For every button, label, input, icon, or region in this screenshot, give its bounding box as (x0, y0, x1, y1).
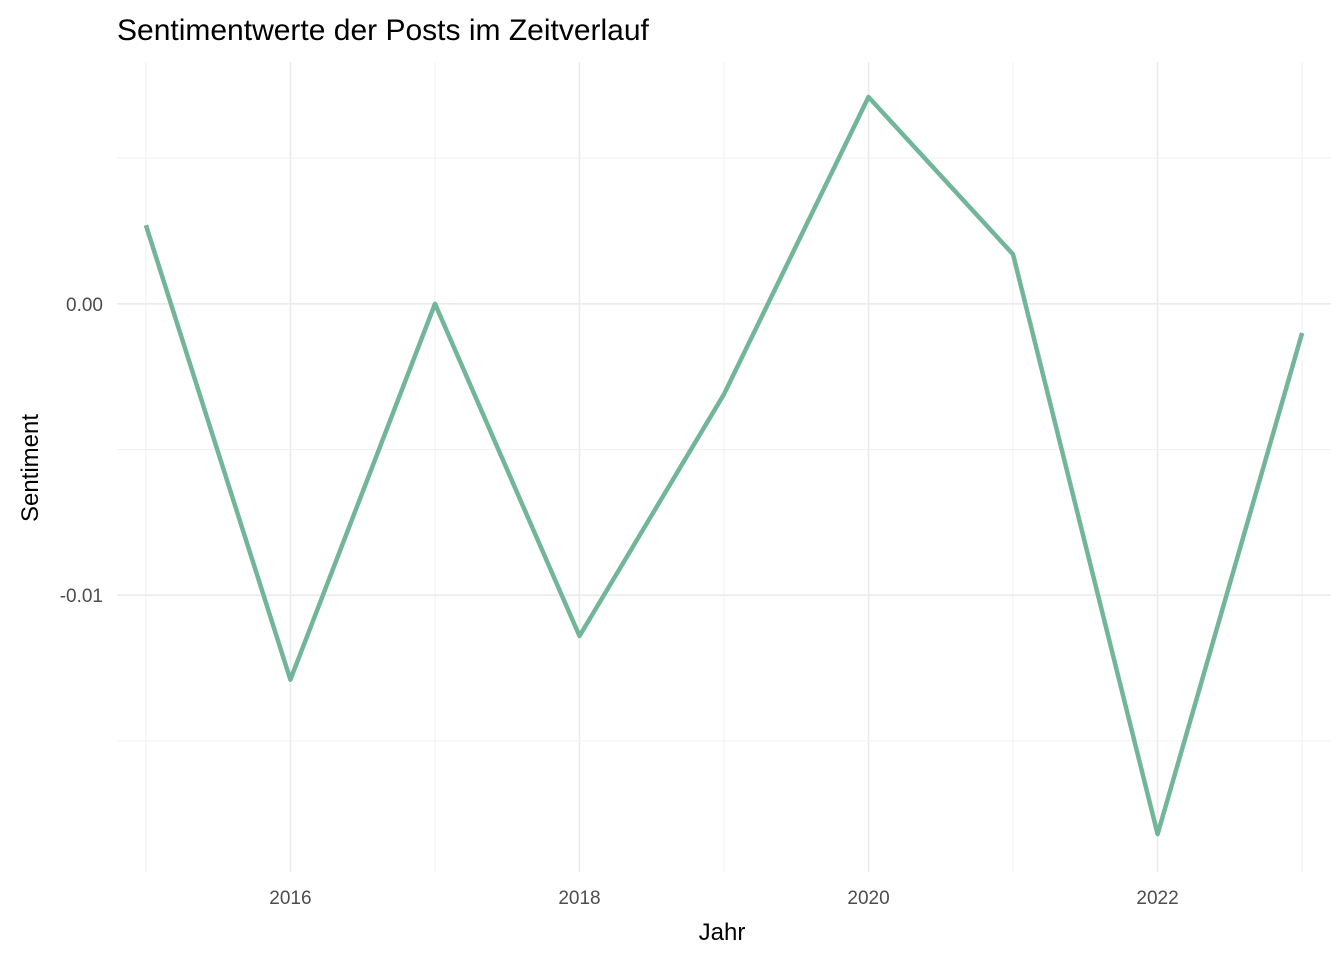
x-tick-label: 2016 (269, 888, 311, 909)
y-axis-ticks: 0.00 -0.01 (60, 295, 103, 607)
grid (117, 62, 1331, 872)
series-line (143, 94, 1305, 837)
series-line-group (143, 94, 1305, 837)
x-tick-label: 2018 (558, 888, 600, 909)
y-axis-title: Sentiment (17, 414, 44, 522)
y-tick-label: -0.01 (60, 586, 103, 607)
x-axis-title: Jahr (699, 919, 746, 946)
x-tick-label: 2022 (1136, 888, 1178, 909)
x-axis-ticks: 2016 2018 2020 2022 (269, 888, 1178, 909)
x-tick-label: 2020 (847, 888, 889, 909)
chart-title: Sentimentwerte der Posts im Zeitverlauf (117, 14, 650, 47)
y-tick-label: 0.00 (66, 295, 103, 316)
